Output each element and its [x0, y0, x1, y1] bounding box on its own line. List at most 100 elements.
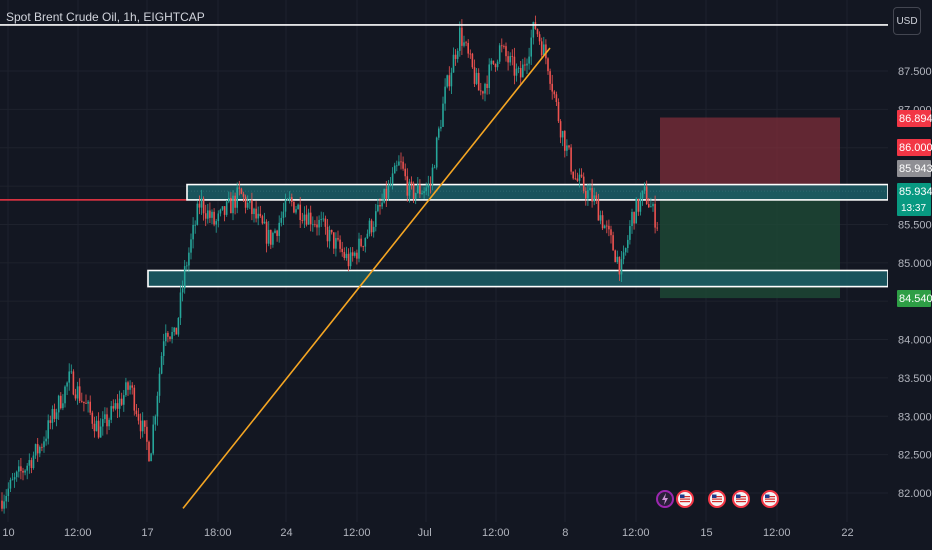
candle-body [494, 63, 497, 68]
price-axis-tick-label: 85.500 [898, 219, 932, 231]
candle-body [284, 200, 287, 212]
price-axis[interactable] [888, 0, 932, 550]
candle-body [398, 161, 400, 166]
lower-demand-zone[interactable] [147, 269, 889, 288]
candle-body [240, 188, 243, 194]
candle-body [118, 398, 121, 409]
candle-body [538, 34, 541, 42]
candle-body [282, 211, 285, 218]
candle-body [377, 204, 379, 212]
price-axis-tick-label: 83.500 [898, 373, 932, 385]
candle-body [337, 238, 339, 240]
candle-body [400, 161, 402, 163]
trendline[interactable] [182, 47, 551, 509]
candle-body [194, 224, 196, 226]
candle-body [404, 168, 406, 177]
time-axis-tick-label: 12:00 [763, 527, 791, 539]
candle-body [257, 213, 259, 219]
time-axis-tick-label: 10 [2, 527, 14, 539]
candle-body [255, 208, 257, 219]
candle-body [303, 214, 306, 221]
candle-body [429, 184, 432, 185]
candle-body [343, 252, 346, 259]
candle-body [354, 252, 356, 256]
candle-body [574, 178, 577, 180]
candle-body [144, 420, 146, 427]
candle-body [186, 265, 188, 267]
candle-body [532, 22, 535, 38]
candle-body [64, 386, 66, 404]
candle-body [223, 206, 226, 215]
candle-body [196, 203, 199, 225]
candle-body [53, 408, 56, 419]
candle-body [358, 238, 360, 259]
candle-body [557, 101, 560, 122]
us-flag-event-icon[interactable] [676, 490, 694, 508]
candle-body [454, 54, 457, 59]
currency-button[interactable]: USD [893, 7, 921, 35]
candle-body [249, 200, 251, 203]
candle-body [475, 72, 478, 84]
candle-body [324, 218, 327, 227]
candle-body [150, 453, 152, 462]
candle-body [87, 401, 89, 404]
time-axis-tick-label: 22 [841, 527, 853, 539]
candle-body [639, 198, 642, 212]
stop-loss-zone[interactable] [660, 117, 840, 191]
price-label-target-text: 84.540 [899, 293, 932, 305]
candle-body [345, 253, 348, 259]
candle-body [93, 423, 96, 432]
time-axis-tick-label: 12:00 [622, 527, 650, 539]
candle-body [366, 233, 369, 239]
price-axis-tick-label: 87.500 [898, 66, 932, 78]
candle-body [335, 238, 337, 249]
candle-body [49, 420, 52, 423]
candle-body [412, 183, 415, 199]
candle-body [637, 199, 640, 212]
candle-body [631, 211, 633, 227]
candle-body [648, 204, 650, 208]
candle-body [410, 181, 413, 184]
candle-body [549, 71, 551, 84]
us-flag-event-icon[interactable] [761, 490, 779, 508]
candle-body [446, 75, 448, 87]
candle-body [95, 420, 98, 432]
candle-body [70, 371, 73, 373]
candle-body [112, 406, 115, 409]
candle-body [221, 206, 224, 210]
candle-body [477, 72, 480, 91]
candle-body [209, 210, 211, 218]
candle-body [333, 232, 335, 249]
candle-body [114, 403, 117, 409]
candle-body [301, 219, 304, 221]
candle-body [326, 226, 329, 242]
us-flag-event-icon[interactable] [732, 490, 750, 508]
candle-body [627, 239, 629, 249]
candle-body [251, 200, 253, 215]
us-flag-event-icon[interactable] [708, 490, 726, 508]
candle-body [463, 42, 465, 46]
candle-body [78, 386, 81, 401]
time-axis-tick-label: 12:00 [482, 527, 510, 539]
candle-body [217, 213, 220, 222]
candle-body [456, 50, 459, 59]
candle-body [515, 68, 518, 76]
candle-body [190, 239, 192, 253]
candle-body [297, 204, 299, 210]
candle-body [173, 327, 175, 332]
candle-body [553, 91, 556, 95]
price-label-current-text: 85.934 [899, 186, 932, 198]
candle-body [522, 64, 524, 78]
candle-body [511, 56, 514, 57]
time-axis-tick-label: 8 [562, 527, 568, 539]
candle-body [192, 224, 194, 240]
candle-body [356, 252, 358, 259]
candle-body [215, 221, 217, 225]
candle-body [129, 385, 131, 390]
candle-body [484, 83, 486, 94]
candle-body [555, 94, 558, 102]
candle-body [501, 45, 503, 47]
lightning-event-icon[interactable] [656, 490, 674, 508]
candle-body [104, 414, 106, 420]
